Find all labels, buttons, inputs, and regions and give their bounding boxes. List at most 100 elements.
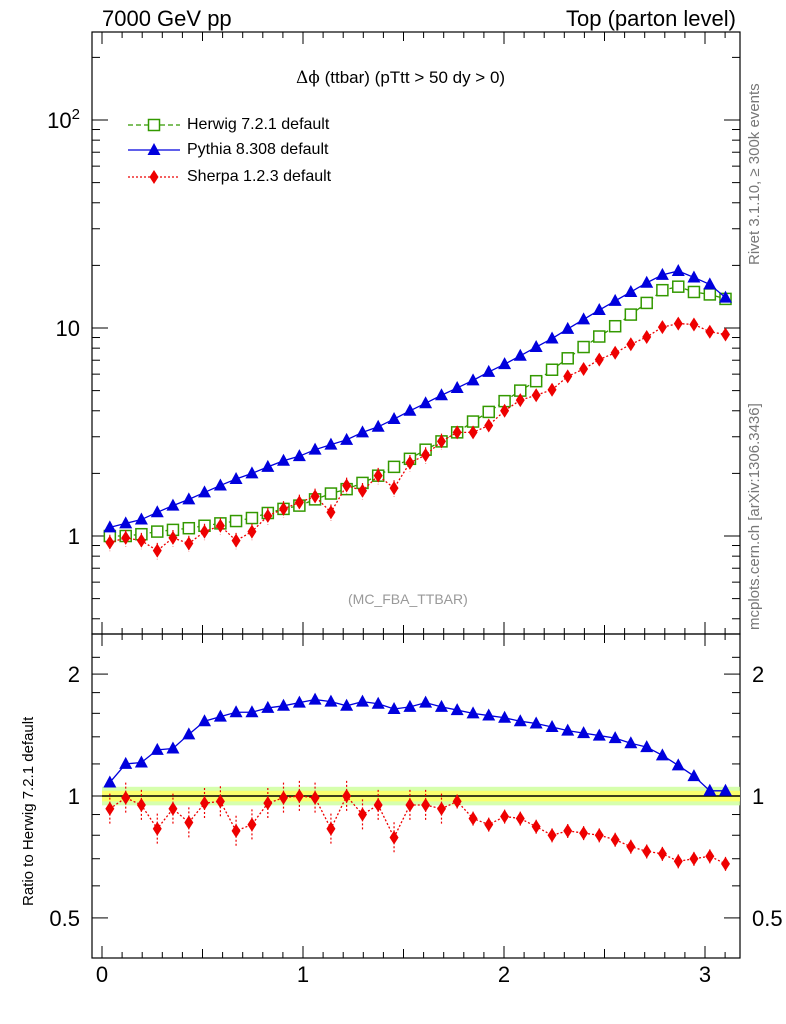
main-pythia-point [340, 432, 354, 445]
main-pythia-point [466, 373, 480, 386]
main-pythia-point [513, 348, 527, 361]
ratio-pythia-point [324, 694, 338, 707]
main-pythia-point [229, 471, 243, 484]
main-pythia-point [498, 357, 512, 370]
main-pythia-point [403, 403, 417, 416]
main-sherpa-point [168, 530, 178, 545]
main-herwig-point [656, 283, 669, 297]
ratio-pythia-point [592, 728, 606, 741]
main-herwig-line [109, 286, 726, 537]
main-sherpa-point [547, 382, 557, 397]
ratio-pythia-point [624, 736, 638, 749]
ratio-sherpa-point [531, 819, 541, 834]
main-pythia-point [671, 263, 685, 276]
ratio-sherpa-point [168, 801, 178, 816]
ratio-sherpa-point [421, 798, 431, 813]
ratio-sherpa-point [247, 817, 257, 832]
ratio-pythia-point [545, 720, 559, 733]
main-herwig-point [387, 460, 401, 474]
main-sherpa-point [452, 425, 462, 440]
ratio-sherpa-point [279, 790, 289, 805]
main-herwig-point [324, 487, 338, 500]
ratio-sherpa-point [373, 798, 383, 813]
ratio-y-tick-label-right: 2 [752, 662, 764, 687]
ratio-sherpa-point [121, 790, 131, 805]
ratio-sherpa-point [184, 815, 194, 830]
main-sherpa-point [484, 418, 494, 433]
ratio-sherpa-point [500, 809, 510, 824]
ratio-pythia-point [387, 701, 401, 714]
ratio-pythia-point [513, 714, 527, 727]
main-pythia-point [261, 459, 275, 472]
main-pythia-point [434, 388, 448, 401]
main-sherpa-point [515, 393, 525, 408]
ratio-sherpa-point [689, 851, 699, 866]
main-pythia-point [592, 303, 606, 316]
main-sherpa-point [500, 403, 510, 418]
ratio-sherpa-point [657, 846, 667, 861]
main-sherpa-point [657, 320, 667, 335]
ratio-sherpa-point [263, 796, 273, 811]
main-sherpa-point [200, 524, 210, 539]
ratio-sherpa-point [563, 823, 573, 838]
ratio-pythia-point [498, 710, 512, 723]
ratio-y-tick-label-left: 0.5 [49, 906, 80, 931]
main-pythia-point [277, 453, 291, 466]
main-sherpa-point [563, 369, 573, 384]
main-sherpa-point [721, 327, 731, 342]
main-sherpa-point [468, 425, 478, 440]
y-tick-label: 10 [56, 316, 80, 341]
ratio-pythia-point [703, 783, 717, 796]
ratio-pythia-point [371, 696, 385, 709]
ratio-pythia-point [687, 769, 701, 782]
main-sherpa-point [105, 535, 115, 550]
main-pythia-point [387, 412, 401, 425]
ratio-pythia-point [655, 748, 669, 761]
ratio-y-tick-label-left: 1 [68, 784, 80, 809]
main-pythia-point [182, 492, 196, 505]
main-sherpa-point [136, 533, 146, 548]
ratio-sherpa-point [152, 821, 162, 836]
ratio-sherpa-point [547, 828, 557, 843]
main-sherpa-point [215, 518, 225, 533]
main-herwig-point [561, 352, 574, 365]
main-sherpa-point [279, 501, 289, 516]
ratio-pythia-point [134, 755, 148, 768]
analysis-watermark: (MC_FBA_TTBAR) [348, 591, 468, 607]
ratio-sherpa-point [215, 794, 225, 809]
main-herwig-point [182, 521, 196, 535]
ratio-pythia-point [261, 700, 275, 713]
main-herwig-point [687, 285, 701, 299]
ratio-pythia-point [198, 714, 212, 727]
main-herwig-point [545, 363, 559, 376]
y-tick-label: 102 [47, 106, 80, 133]
main-sherpa-point [263, 508, 273, 523]
ratio-pythia-point [182, 727, 196, 740]
main-sherpa-point [373, 468, 383, 483]
main-pythia-point [529, 340, 543, 353]
main-sherpa-point [231, 533, 241, 548]
main-sherpa-point [389, 481, 399, 496]
ratio-pythia-point [308, 692, 322, 705]
main-sherpa-point [405, 455, 415, 470]
ratio-sherpa-point [626, 839, 636, 854]
legend-marker [149, 170, 159, 184]
ratio-sherpa-point [468, 811, 478, 826]
main-sherpa-point [579, 362, 589, 377]
main-herwig-point [151, 525, 164, 538]
main-pythia-point [355, 425, 369, 438]
main-pythia-point [624, 284, 638, 297]
main-pythia-point [561, 321, 575, 334]
main-herwig-point [577, 340, 590, 354]
main-herwig-point [672, 280, 685, 293]
main-pythia-line [109, 270, 726, 529]
ratio-sherpa-point [342, 789, 352, 803]
ratio-sherpa-point [310, 790, 320, 805]
ratio-pythia-point [277, 698, 291, 711]
main-sherpa-point [184, 536, 194, 551]
main-sherpa-point [310, 489, 320, 504]
main-pythia-point [324, 437, 338, 450]
ratio-sherpa-point [610, 832, 620, 847]
main-sherpa-point [531, 388, 541, 403]
ratio-sherpa-point [389, 830, 399, 845]
